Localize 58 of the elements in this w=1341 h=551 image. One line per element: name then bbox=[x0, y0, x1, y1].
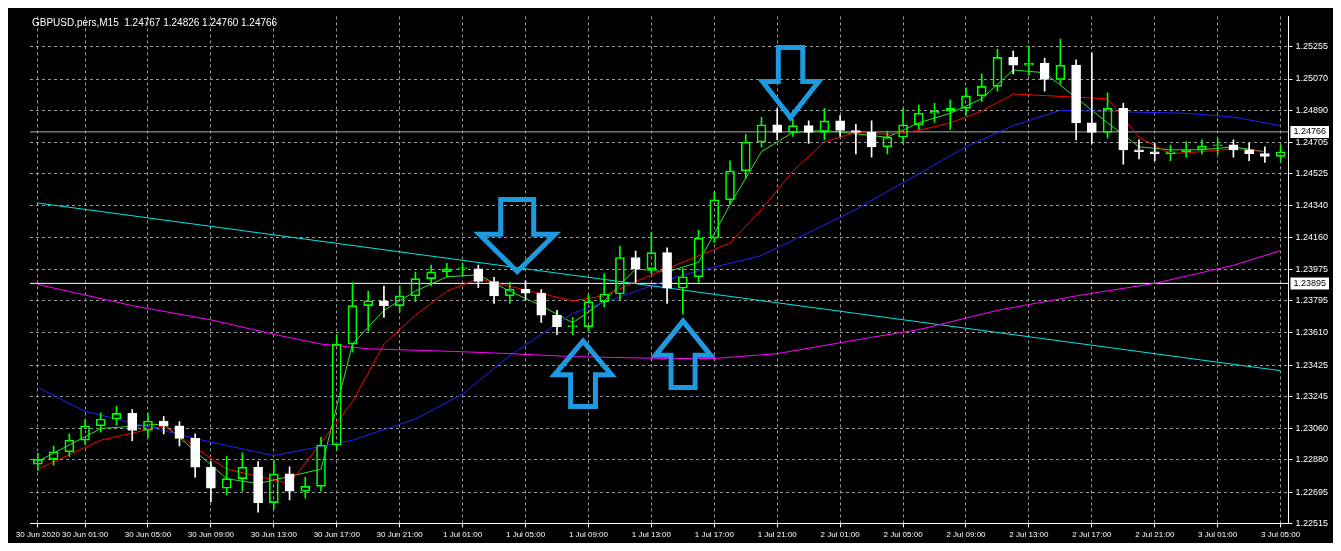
x-tick-label: 1 Jul 01:00 bbox=[443, 530, 483, 540]
candlestick bbox=[1008, 50, 1019, 75]
y-tick-label: 1.22695 bbox=[1295, 486, 1329, 497]
y-tick-label: 1.24705 bbox=[1295, 136, 1329, 147]
candlestick bbox=[772, 108, 783, 141]
candlestick bbox=[379, 285, 389, 318]
x-tick-label: 1 Jul 13:00 bbox=[631, 530, 672, 540]
ref-line-label: 1.23895 bbox=[1293, 277, 1327, 288]
x-tick-label: 1 Jul 21:00 bbox=[757, 530, 798, 540]
x-tick-label: 1 Jul 05:00 bbox=[505, 530, 546, 540]
y-tick-label: 1.23060 bbox=[1295, 423, 1329, 434]
candlestick bbox=[1244, 143, 1254, 162]
chart-title: GBPUSD.pers,M15 1.24767 1.24826 1.24760 1.24766 bbox=[32, 17, 278, 29]
candlestick bbox=[127, 409, 138, 442]
candlestick bbox=[552, 310, 562, 336]
x-tick-label: 2 Jul 09:00 bbox=[946, 530, 987, 540]
x-tick-label: 2 Jul 01:00 bbox=[820, 530, 861, 540]
x-tick-label: 3 Jul 05:00 bbox=[1261, 530, 1301, 540]
candlestick bbox=[1149, 143, 1160, 162]
y-tick-label: 1.24525 bbox=[1295, 168, 1329, 179]
y-tick-label: 1.24340 bbox=[1295, 200, 1329, 211]
candlestick bbox=[253, 461, 263, 513]
x-tick-label: 2 Jul 21:00 bbox=[1135, 530, 1175, 540]
x-tick-label: 30 Jun 2020 bbox=[15, 530, 61, 540]
x-tick-label: 30 Jun 01:00 bbox=[61, 530, 109, 540]
x-tick-label: 30 Jun 05:00 bbox=[124, 530, 172, 540]
x-tick-label: 1 Jul 17:00 bbox=[694, 530, 735, 540]
y-tick-label: 1.23975 bbox=[1295, 263, 1329, 274]
candlestick bbox=[206, 461, 216, 502]
x-tick-label: 2 Jul 17:00 bbox=[1072, 530, 1112, 540]
x-tick-label: 3 Jul 01:00 bbox=[1198, 530, 1238, 540]
y-tick-label: 1.23425 bbox=[1295, 359, 1329, 370]
y-tick-label: 1.24890 bbox=[1295, 104, 1329, 115]
y-tick-label: 1.23795 bbox=[1295, 295, 1329, 306]
y-tick-label: 1.25070 bbox=[1295, 73, 1329, 84]
x-tick-label: 2 Jul 05:00 bbox=[883, 530, 924, 540]
x-tick-label: 30 Jun 21:00 bbox=[376, 530, 424, 540]
candlestick bbox=[1071, 59, 1081, 141]
y-tick-label: 1.23610 bbox=[1295, 327, 1329, 338]
x-tick-label: 30 Jun 13:00 bbox=[250, 530, 298, 540]
ref-line-label: 1.24766 bbox=[1293, 126, 1327, 137]
candlestick bbox=[835, 115, 845, 137]
candlestick bbox=[1134, 139, 1144, 160]
x-tick-label: 30 Jun 09:00 bbox=[187, 530, 235, 540]
candlestick bbox=[851, 123, 861, 155]
x-tick-label: 2 Jul 13:00 bbox=[1009, 530, 1050, 540]
candlestick bbox=[1087, 52, 1097, 144]
candlestick bbox=[190, 433, 200, 478]
x-tick-label: 1 Jul 09:00 bbox=[568, 530, 609, 540]
x-tick-label: 30 Jun 17:00 bbox=[313, 530, 361, 540]
candlestick bbox=[803, 120, 814, 144]
y-tick-label: 1.22880 bbox=[1295, 454, 1329, 465]
y-tick-label: 1.24160 bbox=[1295, 231, 1329, 242]
y-tick-label: 1.23245 bbox=[1295, 390, 1329, 401]
candlestick bbox=[1118, 103, 1129, 165]
y-tick-label: 1.25255 bbox=[1295, 41, 1329, 52]
candlestick bbox=[536, 289, 547, 323]
y-tick-label: 1.22515 bbox=[1295, 517, 1329, 528]
